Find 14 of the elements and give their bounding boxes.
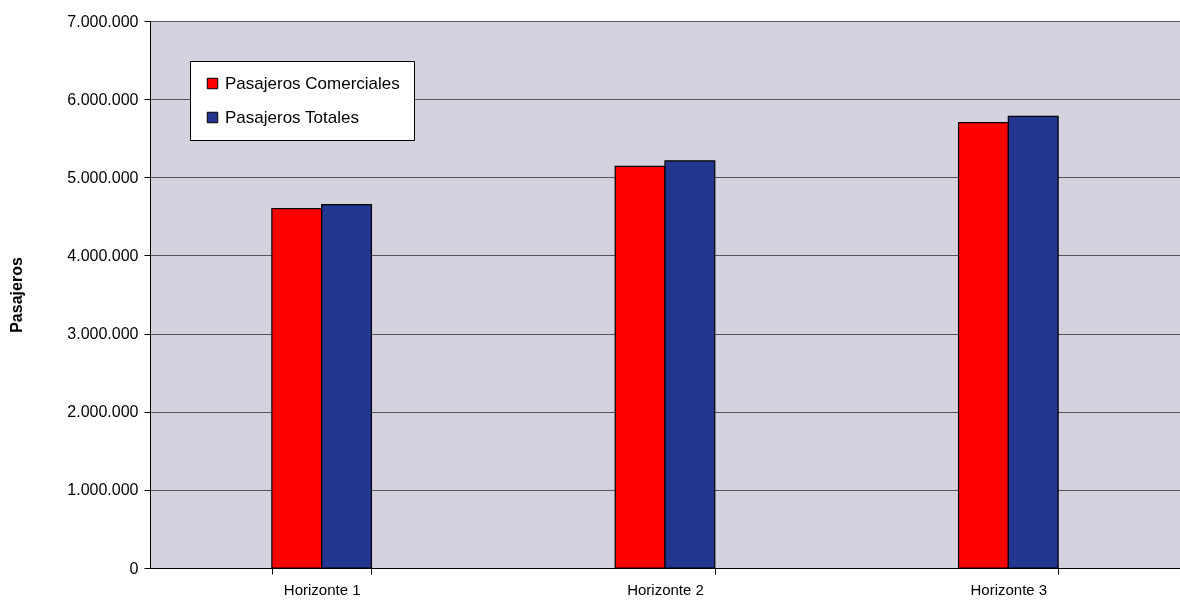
x-tick-label: Horizonte 1 — [283, 580, 361, 598]
y-axis-title: Pasajeros — [8, 257, 26, 333]
y-tick-label: 4.000.000 — [67, 246, 139, 264]
y-tick-label: 1.000.000 — [67, 481, 139, 499]
y-tick-label: 0 — [129, 559, 139, 577]
y-tick-label: 6.000.000 — [67, 90, 139, 108]
x-tick-label: Horizonte 3 — [970, 580, 1048, 598]
y-tick-label: 7.000.000 — [67, 12, 139, 30]
legend-label: Pasajeros Totales — [225, 107, 359, 127]
legend-label: Pasajeros Comerciales — [225, 73, 400, 93]
y-tick-label: 5.000.000 — [67, 168, 139, 186]
y-tick-label: 2.000.000 — [67, 403, 139, 421]
x-tick-label: Horizonte 2 — [627, 580, 704, 598]
y-tick-label: 3.000.000 — [67, 325, 139, 343]
